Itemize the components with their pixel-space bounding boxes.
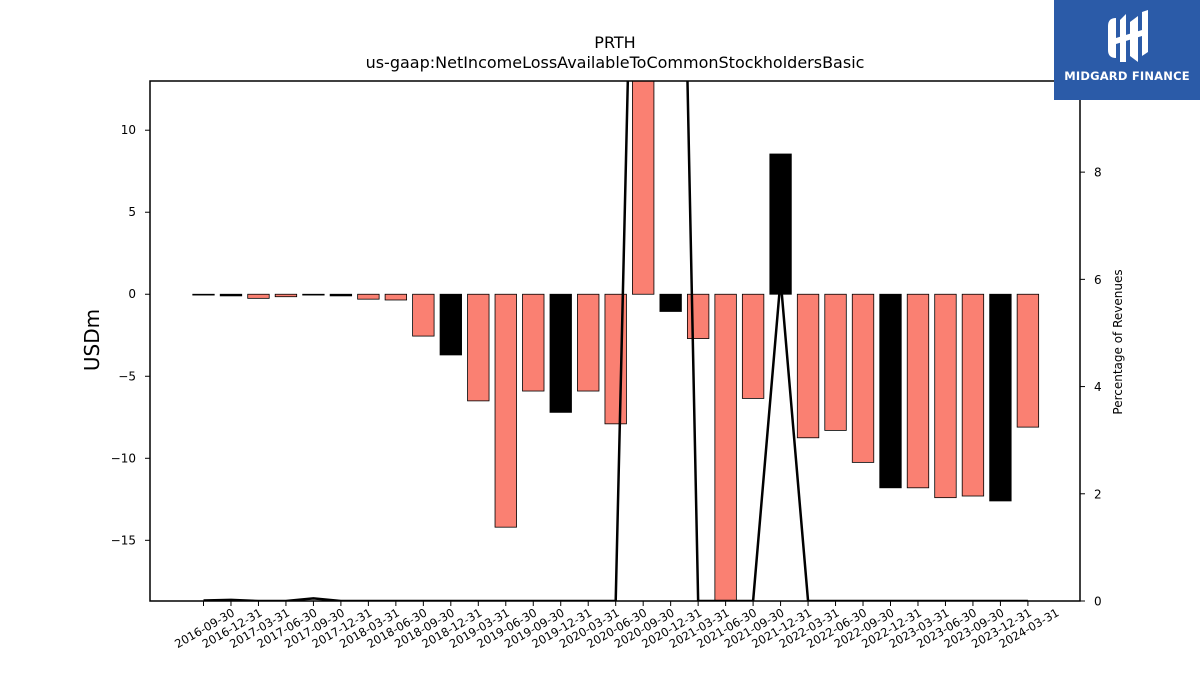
bar-2018-12-31 <box>439 293 462 356</box>
y-tick-label: 5 <box>128 205 136 219</box>
bar-2020-03-31 <box>577 293 600 392</box>
chart-subtitle: us-gaap:NetIncomeLossAvailableToCommonSt… <box>366 53 865 72</box>
bar-2021-12-31 <box>769 153 792 295</box>
bar-2017-06-30 <box>274 293 298 298</box>
y-tick-label: 0 <box>128 287 136 301</box>
bar-2018-09-30 <box>412 293 435 337</box>
y2-tick-label: 0 <box>1094 595 1102 609</box>
bar-2023-06-30 <box>934 293 957 499</box>
plot-frame <box>149 80 1081 602</box>
bar-2019-09-30 <box>522 293 545 392</box>
bar-2022-06-30 <box>824 293 847 431</box>
y2-tick-label: 2 <box>1094 487 1102 501</box>
y-tick-label: −15 <box>111 533 136 547</box>
y2-tick-label: 8 <box>1094 166 1102 180</box>
bar-2019-03-31 <box>467 293 490 402</box>
bar-2020-09-30 <box>632 81 655 295</box>
bar-2016-12-31 <box>219 293 243 297</box>
bar-2022-03-31 <box>796 293 820 439</box>
y2-axis-label: Percentage of Revenues <box>1111 269 1125 414</box>
axes-group: 1050−5−10−15024682016-09-302016-12-31201… <box>111 80 1102 651</box>
bar-2021-09-30 <box>741 293 765 399</box>
bar-2024-03-31 <box>1016 293 1040 428</box>
bar-2020-12-31 <box>659 293 682 312</box>
chart-title: PRTH <box>594 33 635 52</box>
bar-2022-12-31 <box>879 293 902 489</box>
bar-2018-06-30 <box>384 293 408 301</box>
bar-2017-03-31 <box>247 293 270 299</box>
bars-group <box>192 81 1040 601</box>
bar-2016-09-30 <box>192 293 215 296</box>
bar-2017-12-31 <box>329 293 353 297</box>
bar-2023-09-30 <box>961 293 985 497</box>
bar-2021-03-31 <box>686 293 710 339</box>
bar-2022-09-30 <box>851 293 875 463</box>
logo-text: MIDGARD FINANCE <box>1064 69 1190 83</box>
y-axis-label: USDm <box>80 309 104 371</box>
y-tick-label: 10 <box>121 123 136 137</box>
bar-2021-06-30 <box>714 293 737 601</box>
bar-2023-12-31 <box>989 293 1012 502</box>
midgard-finance-logo: MIDGARD FINANCE <box>1054 0 1200 100</box>
bar-2017-09-30 <box>302 293 325 296</box>
y-tick-label: −5 <box>118 369 136 383</box>
bar-2023-03-31 <box>906 293 930 489</box>
y2-tick-label: 6 <box>1094 273 1102 287</box>
bar-2019-06-30 <box>494 293 517 528</box>
y2-tick-label: 4 <box>1094 380 1102 394</box>
y-tick-label: −10 <box>111 451 136 465</box>
bar-2018-03-31 <box>357 293 380 300</box>
logo-mark-icon <box>1108 10 1148 62</box>
bar-2019-12-31 <box>549 293 572 413</box>
